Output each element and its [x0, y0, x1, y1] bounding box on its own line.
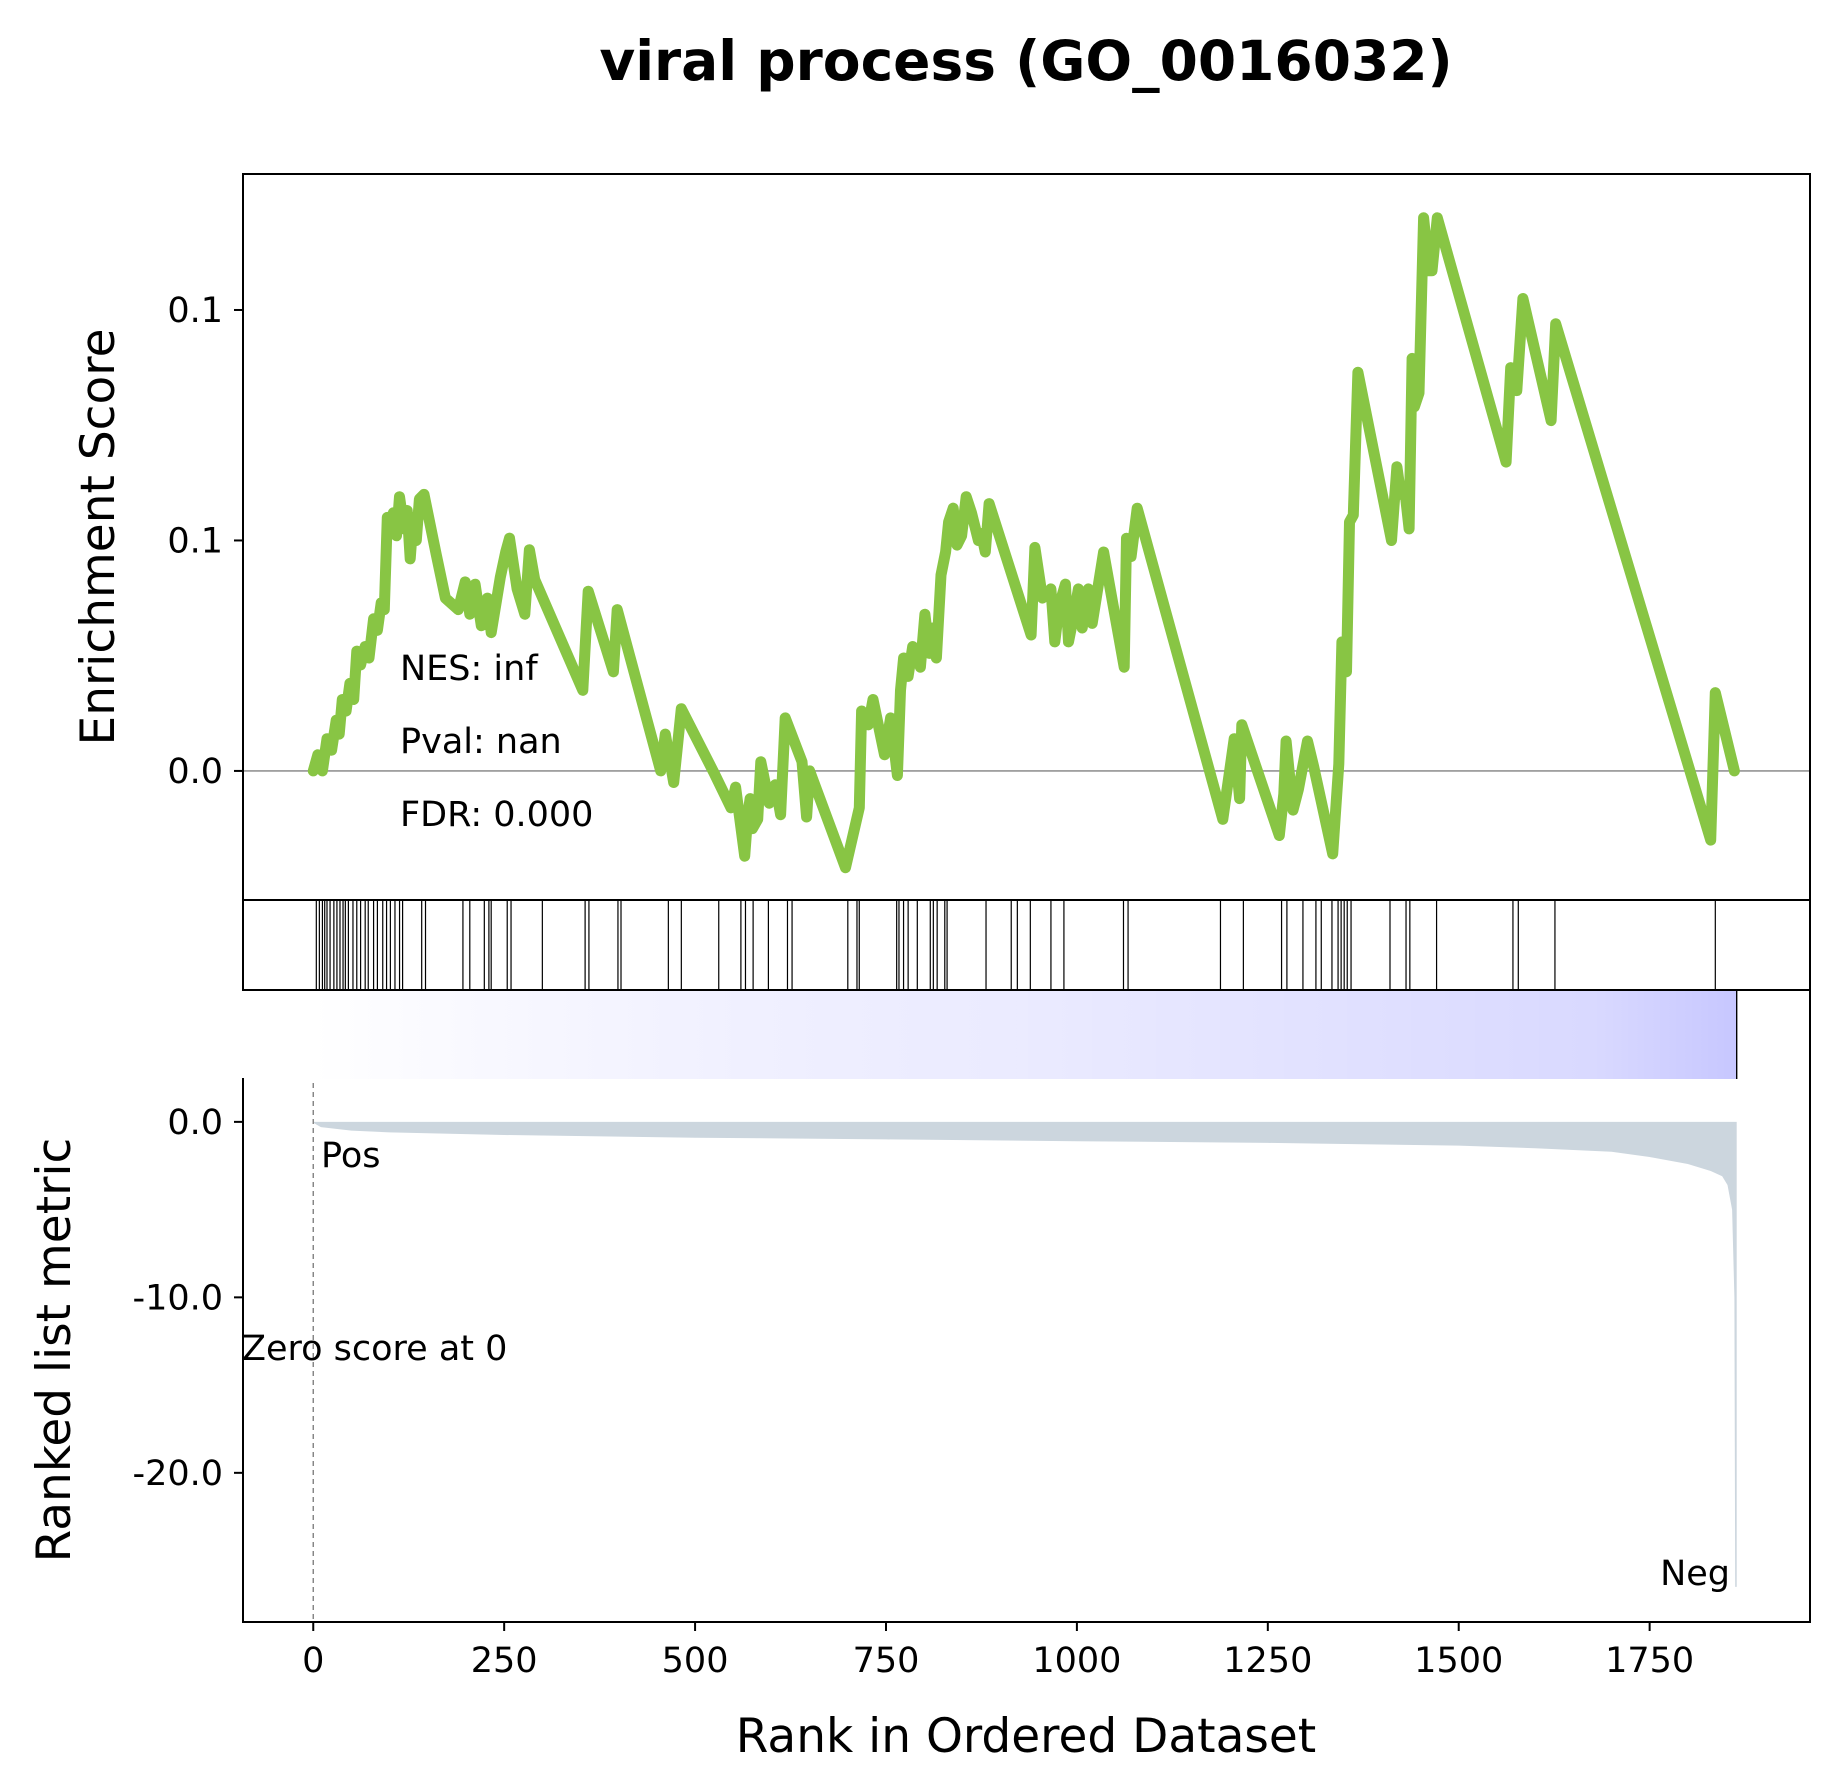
es-y-tick-label: 0.1	[167, 521, 223, 561]
hits-panel	[242, 899, 1811, 991]
x-tick-label: 500	[662, 1641, 729, 1681]
x-tick-label: 250	[471, 1641, 538, 1681]
ranked-heatbar	[313, 991, 1737, 1079]
gene-hit-lines	[315, 900, 1716, 990]
es-y-tick-label: 0.1	[167, 291, 223, 331]
rank-panel-frame	[242, 990, 1811, 1623]
es-y-axis-label: Enrichment Score	[71, 329, 126, 746]
nes-annotation: NES: inf	[400, 649, 538, 689]
neg-label: Neg	[1660, 1554, 1730, 1594]
es-y-tick-label: 0.0	[167, 752, 223, 792]
rank-y-axis-label: Ranked list metric	[27, 1138, 82, 1563]
x-tick-label: 1500	[1414, 1641, 1503, 1681]
x-axis-label: Rank in Ordered Dataset	[736, 1709, 1316, 1764]
rank-y-axis-ticks: 0.0 -10.0 -20.0	[132, 1103, 243, 1494]
rank-y-tick-label: -10.0	[132, 1278, 223, 1318]
zero-score-label: Zero score at 0	[242, 1329, 507, 1369]
x-tick-label: 1750	[1605, 1641, 1694, 1681]
es-y-axis-ticks: 0.0 0.1 0.1	[167, 291, 243, 792]
x-tick-label: 0	[302, 1641, 324, 1681]
rank-x-axis-ticks: 0 250 500 750 1000 1250 1500 1750	[302, 1622, 1694, 1681]
x-tick-label: 1250	[1223, 1641, 1312, 1681]
rank-y-tick-label: -20.0	[132, 1454, 223, 1494]
heatbar-panel	[313, 991, 1738, 1079]
hits-panel-frame	[242, 899, 1811, 991]
rank-y-tick-label: 0.0	[167, 1103, 223, 1143]
pos-label: Pos	[321, 1136, 381, 1176]
pval-annotation: Pval: nan	[400, 722, 562, 762]
enrichment-panel: 0.00.10.1 NES: inf Pval: nan FDR: 0.000 …	[71, 173, 1811, 901]
enrichment-score-line	[307, 212, 1740, 874]
x-tick-label: 750	[853, 1641, 920, 1681]
ranked-metric-panel: 0.0 -10.0 -20.0 0 250 500 750 1000 1250 1500 1750…	[27, 990, 1811, 1764]
x-tick-label: 1000	[1032, 1641, 1121, 1681]
ranked-metric-area	[313, 1121, 1737, 1587]
es-panel-frame	[242, 173, 1811, 901]
fdr-annotation: FDR: 0.000	[400, 795, 593, 835]
chart-title: viral process (GO_0016032)	[599, 29, 1452, 93]
